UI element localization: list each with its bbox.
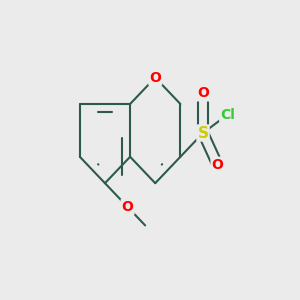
- Text: O: O: [197, 86, 209, 100]
- Text: O: O: [149, 70, 161, 85]
- Text: O: O: [122, 200, 134, 214]
- Text: S: S: [197, 125, 208, 140]
- Text: O: O: [212, 158, 224, 172]
- Text: Cl: Cl: [220, 107, 235, 122]
